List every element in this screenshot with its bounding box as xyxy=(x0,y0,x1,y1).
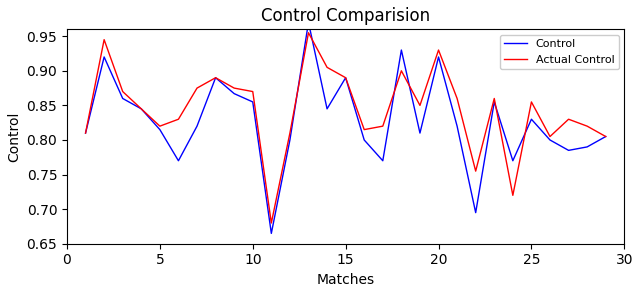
Control xyxy=(305,21,312,24)
Control xyxy=(342,76,349,79)
Legend: Control, Actual Control: Control, Actual Control xyxy=(500,35,619,69)
Actual Control xyxy=(100,38,108,41)
Actual Control xyxy=(286,131,294,135)
Control xyxy=(490,100,498,104)
Actual Control xyxy=(323,66,331,69)
Actual Control xyxy=(138,107,145,111)
Control xyxy=(397,48,405,52)
Actual Control xyxy=(212,76,220,79)
Control xyxy=(416,131,424,135)
Control xyxy=(564,148,572,152)
Actual Control xyxy=(472,169,479,173)
X-axis label: Matches: Matches xyxy=(317,273,374,287)
Control xyxy=(472,211,479,214)
Actual Control xyxy=(342,76,349,79)
Actual Control xyxy=(509,193,516,197)
Actual Control xyxy=(230,86,238,90)
Control xyxy=(286,138,294,142)
Control xyxy=(156,128,164,131)
Control xyxy=(193,124,201,128)
Actual Control xyxy=(305,31,312,34)
Line: Actual Control: Actual Control xyxy=(86,33,605,223)
Control xyxy=(527,118,535,121)
Control xyxy=(230,92,238,95)
Control xyxy=(583,145,591,149)
Actual Control xyxy=(546,135,554,138)
Title: Control Comparision: Control Comparision xyxy=(261,7,430,25)
Control xyxy=(546,138,554,142)
Actual Control xyxy=(119,90,127,93)
Actual Control xyxy=(268,221,275,225)
Actual Control xyxy=(416,103,424,107)
Actual Control xyxy=(397,69,405,73)
Control xyxy=(509,159,516,163)
Line: Control: Control xyxy=(86,22,605,233)
Control xyxy=(249,100,257,104)
Actual Control xyxy=(453,97,461,100)
Control xyxy=(602,135,609,138)
Actual Control xyxy=(193,86,201,90)
Actual Control xyxy=(156,124,164,128)
Control xyxy=(268,232,275,235)
Actual Control xyxy=(249,90,257,93)
Y-axis label: Control: Control xyxy=(7,111,21,162)
Control xyxy=(453,124,461,128)
Actual Control xyxy=(527,100,535,104)
Actual Control xyxy=(490,97,498,100)
Control xyxy=(100,55,108,59)
Actual Control xyxy=(564,118,572,121)
Actual Control xyxy=(175,118,182,121)
Control xyxy=(435,55,442,59)
Control xyxy=(379,159,387,163)
Actual Control xyxy=(602,135,609,138)
Actual Control xyxy=(360,128,368,131)
Actual Control xyxy=(379,124,387,128)
Control xyxy=(323,107,331,111)
Control xyxy=(212,76,220,79)
Control xyxy=(138,107,145,111)
Control xyxy=(119,97,127,100)
Control xyxy=(82,131,90,135)
Control xyxy=(175,159,182,163)
Actual Control xyxy=(82,131,90,135)
Actual Control xyxy=(435,48,442,52)
Actual Control xyxy=(583,124,591,128)
Control xyxy=(360,138,368,142)
